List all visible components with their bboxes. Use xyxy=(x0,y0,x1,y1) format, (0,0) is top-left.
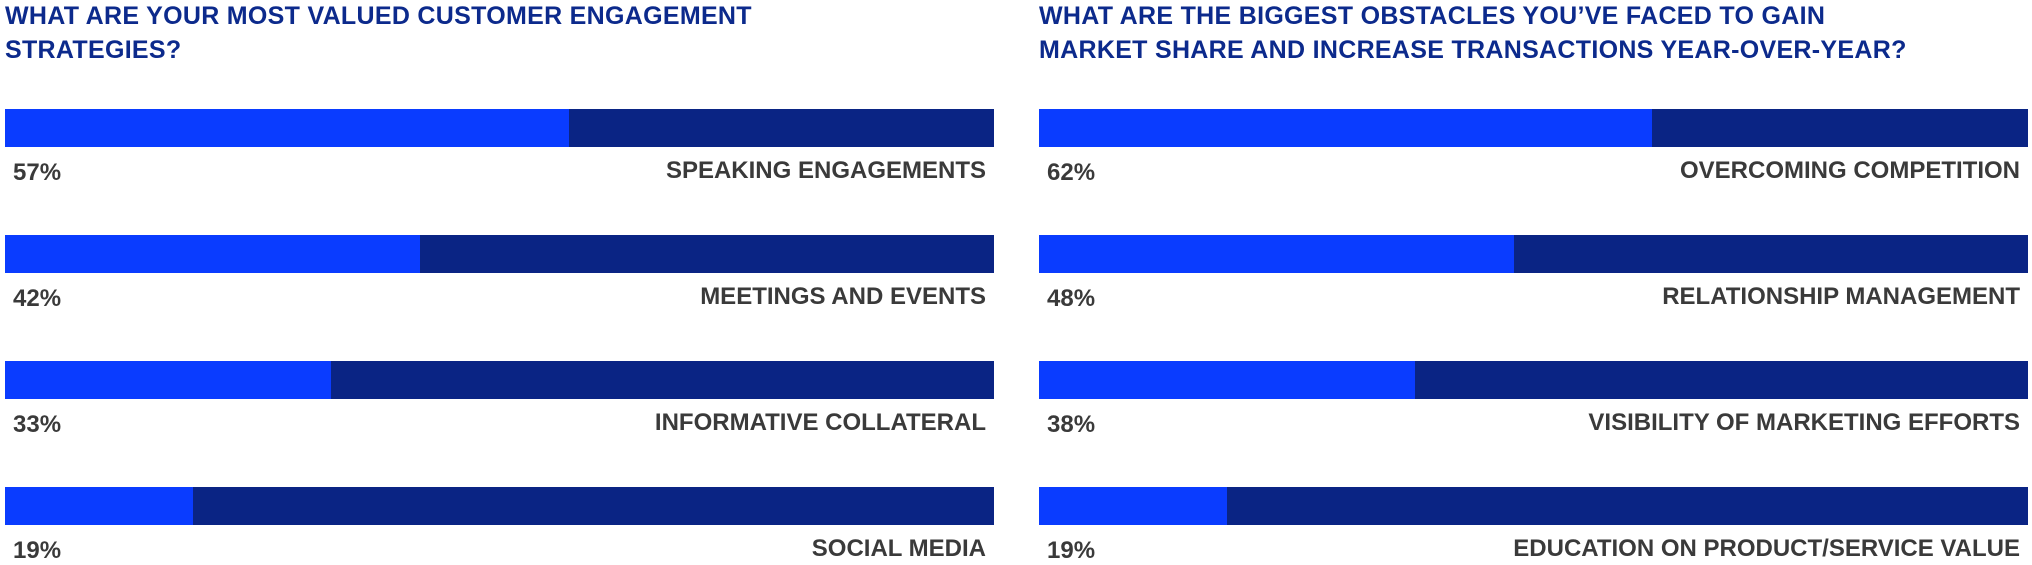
category-label: INFORMATIVE COLLATERAL xyxy=(654,409,986,436)
category-label: OVERCOMING COMPETITION xyxy=(1679,157,2020,184)
bar-track xyxy=(1039,235,2028,273)
chart-title: WHAT ARE YOUR MOST VALUED CUSTOMER ENGAG… xyxy=(5,2,752,30)
value-label: 19% xyxy=(13,537,62,564)
category-label: SOCIAL MEDIA xyxy=(811,535,986,562)
value-label: 38% xyxy=(1047,411,1096,438)
chart-panel: WHAT ARE THE BIGGEST OBSTACLES YOU’VE FA… xyxy=(1039,0,2028,565)
category-label: SPEAKING ENGAGEMENTS xyxy=(665,157,986,184)
bar xyxy=(1039,361,1415,399)
category-label: RELATIONSHIP MANAGEMENT xyxy=(1662,283,2020,310)
chart-title: MARKET SHARE AND INCREASE TRANSACTIONS Y… xyxy=(1039,36,1907,64)
bar xyxy=(5,361,332,399)
category-label: VISIBILITY OF MARKETING EFFORTS xyxy=(1588,409,2020,436)
value-label: 42% xyxy=(13,285,62,312)
category-label: EDUCATION ON PRODUCT/SERVICE VALUE xyxy=(1513,535,2020,562)
category-label: MEETINGS AND EVENTS xyxy=(700,283,986,310)
chart-title: WHAT ARE THE BIGGEST OBSTACLES YOU’VE FA… xyxy=(1039,2,1826,30)
bar-track xyxy=(5,109,994,147)
bar xyxy=(1039,109,1653,147)
bar-track xyxy=(5,235,994,273)
bar-track xyxy=(5,487,994,525)
value-label: 62% xyxy=(1047,159,1096,186)
bar-track xyxy=(5,361,994,399)
chart-title: STRATEGIES? xyxy=(5,36,182,64)
bar xyxy=(5,109,569,147)
bar-track xyxy=(1039,361,2028,399)
value-label: 33% xyxy=(13,411,62,438)
bar-track xyxy=(1039,109,2028,147)
value-label: 48% xyxy=(1047,285,1096,312)
value-label: 57% xyxy=(13,159,62,186)
bar xyxy=(1039,487,1227,525)
bar-track xyxy=(1039,487,2028,525)
bar xyxy=(5,235,421,273)
bar xyxy=(5,487,193,525)
bar xyxy=(1039,235,1514,273)
chart-panel: WHAT ARE YOUR MOST VALUED CUSTOMER ENGAG… xyxy=(5,0,994,565)
value-label: 19% xyxy=(1047,537,1096,564)
